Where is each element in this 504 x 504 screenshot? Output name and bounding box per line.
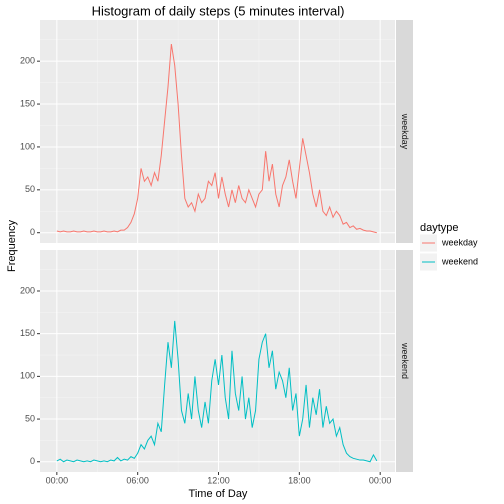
panel-background bbox=[40, 20, 395, 243]
y-tick-label: 0 bbox=[30, 227, 35, 237]
facet-strip bbox=[396, 20, 413, 243]
line bbox=[56, 320, 378, 463]
y-tick-label: 150 bbox=[20, 98, 35, 108]
x-tick-label: 00:00 bbox=[369, 475, 392, 485]
x-axis-title: Time of Day bbox=[189, 488, 248, 500]
x-tick-label: 00:00 bbox=[46, 475, 69, 485]
line bbox=[56, 43, 377, 234]
y-tick-label: 0 bbox=[30, 456, 35, 466]
y-tick-label: 200 bbox=[20, 56, 35, 66]
y-tick-label: 200 bbox=[20, 285, 35, 295]
x-tick-label: 18:00 bbox=[288, 475, 311, 485]
y-tick-label: 100 bbox=[20, 371, 35, 381]
x-tick-label: 12:00 bbox=[207, 475, 230, 485]
facet-strip bbox=[396, 250, 413, 472]
x-tick-label: 06:00 bbox=[126, 475, 149, 485]
y-tick-label: 150 bbox=[20, 328, 35, 338]
legend-title: daytype bbox=[420, 222, 459, 234]
y-axis-title: Frequency bbox=[6, 220, 18, 272]
facet-label: weekday bbox=[400, 113, 410, 150]
y-tick-label: 50 bbox=[25, 184, 35, 194]
y-tick-label: 100 bbox=[20, 141, 35, 151]
facet-label: weekend bbox=[400, 342, 410, 379]
y-tick-label: 50 bbox=[25, 413, 35, 423]
chart-title: Histogram of daily steps (5 minutes inte… bbox=[92, 3, 345, 18]
legend-label: weekday bbox=[441, 237, 478, 247]
legend-label: weekend bbox=[441, 256, 478, 266]
